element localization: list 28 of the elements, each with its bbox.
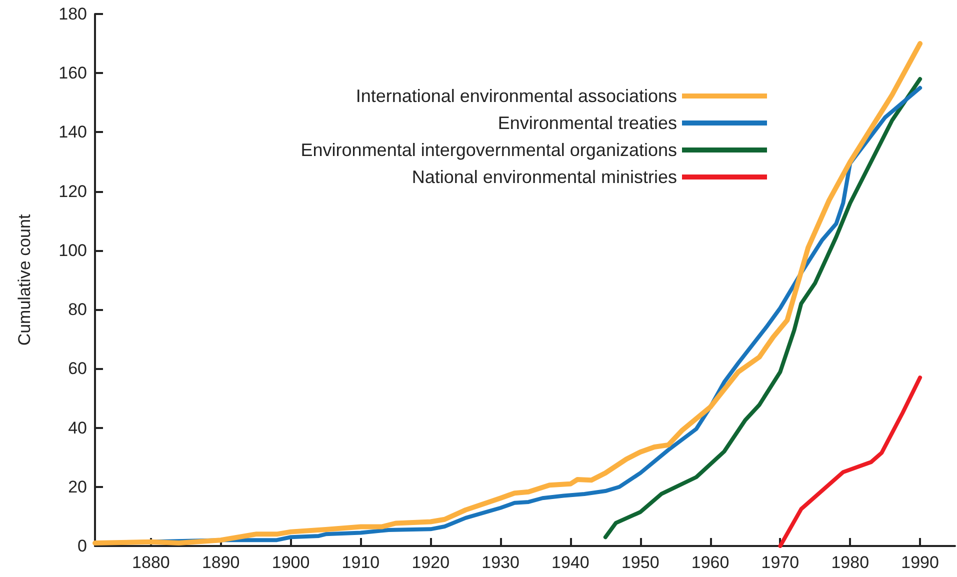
x-tick-label: 1900 [272,553,310,572]
y-tick-label: 80 [68,300,87,320]
x-tick-label: 1920 [412,553,450,572]
x-tick-label: 1890 [202,553,240,572]
x-tick-label: 1960 [691,553,730,572]
line-series [778,376,922,548]
legend-label: National environmental ministries [412,167,677,187]
y-tick-label: 160 [58,64,87,83]
x-tick-label: 1930 [482,553,520,572]
x-tick-label: 1970 [761,553,800,572]
y-tick-label: 40 [68,418,87,438]
y-tick-label: 120 [58,182,87,201]
y-tick-label: 20 [68,477,87,496]
y-tick-label: 100 [58,240,87,260]
x-tick-label: 1990 [901,553,939,572]
y-tick-label: 180 [58,4,87,24]
x-tick-label: 1910 [342,553,380,572]
y-tick-label: 140 [58,122,87,142]
x-tick-label: 1880 [132,553,170,572]
y-axis-title: Cumulative count [15,214,34,346]
legend-label: Environmental treaties [498,113,677,133]
x-tick-label: 1950 [621,553,660,572]
legend-label: Environmental intergovernmental organizations [300,140,677,160]
y-tick-label: 60 [68,359,87,378]
legend-label: International environmental associations [356,86,677,106]
x-tick-label: 1940 [552,553,590,572]
x-tick-label: 1980 [831,553,870,572]
y-tick-label: 0 [78,536,87,556]
